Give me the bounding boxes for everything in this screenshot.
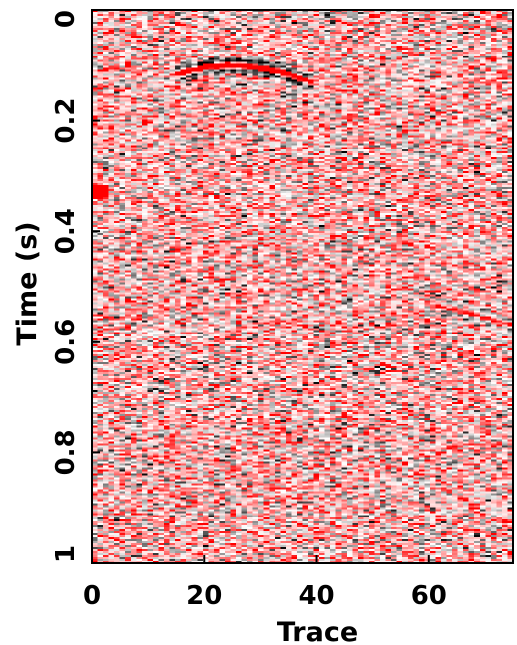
y-tick-label: 0.2 xyxy=(51,98,81,144)
y-tick-label: 0.4 xyxy=(51,208,81,254)
x-tick-label: 40 xyxy=(298,581,334,611)
x-tick-label: 60 xyxy=(411,581,447,611)
y-axis-label: Time (s) xyxy=(12,221,43,345)
y-tick-label: 1 xyxy=(51,545,81,563)
seismic-image xyxy=(92,10,513,563)
plot-frame xyxy=(91,9,514,564)
y-axis: 0 0.2 0.4 0.6 0.8 1 xyxy=(51,9,100,564)
seismic-raster xyxy=(92,10,513,563)
x-tick-label: 0 xyxy=(83,581,101,611)
y-tick-label: 0.6 xyxy=(51,319,81,365)
y-tick-label: 0 xyxy=(51,10,81,28)
y-tick-label: 0.8 xyxy=(51,429,81,475)
x-axis: 0 20 40 60 xyxy=(83,555,447,611)
x-axis-label: Trace xyxy=(277,617,358,645)
x-tick-label: 20 xyxy=(186,581,222,611)
